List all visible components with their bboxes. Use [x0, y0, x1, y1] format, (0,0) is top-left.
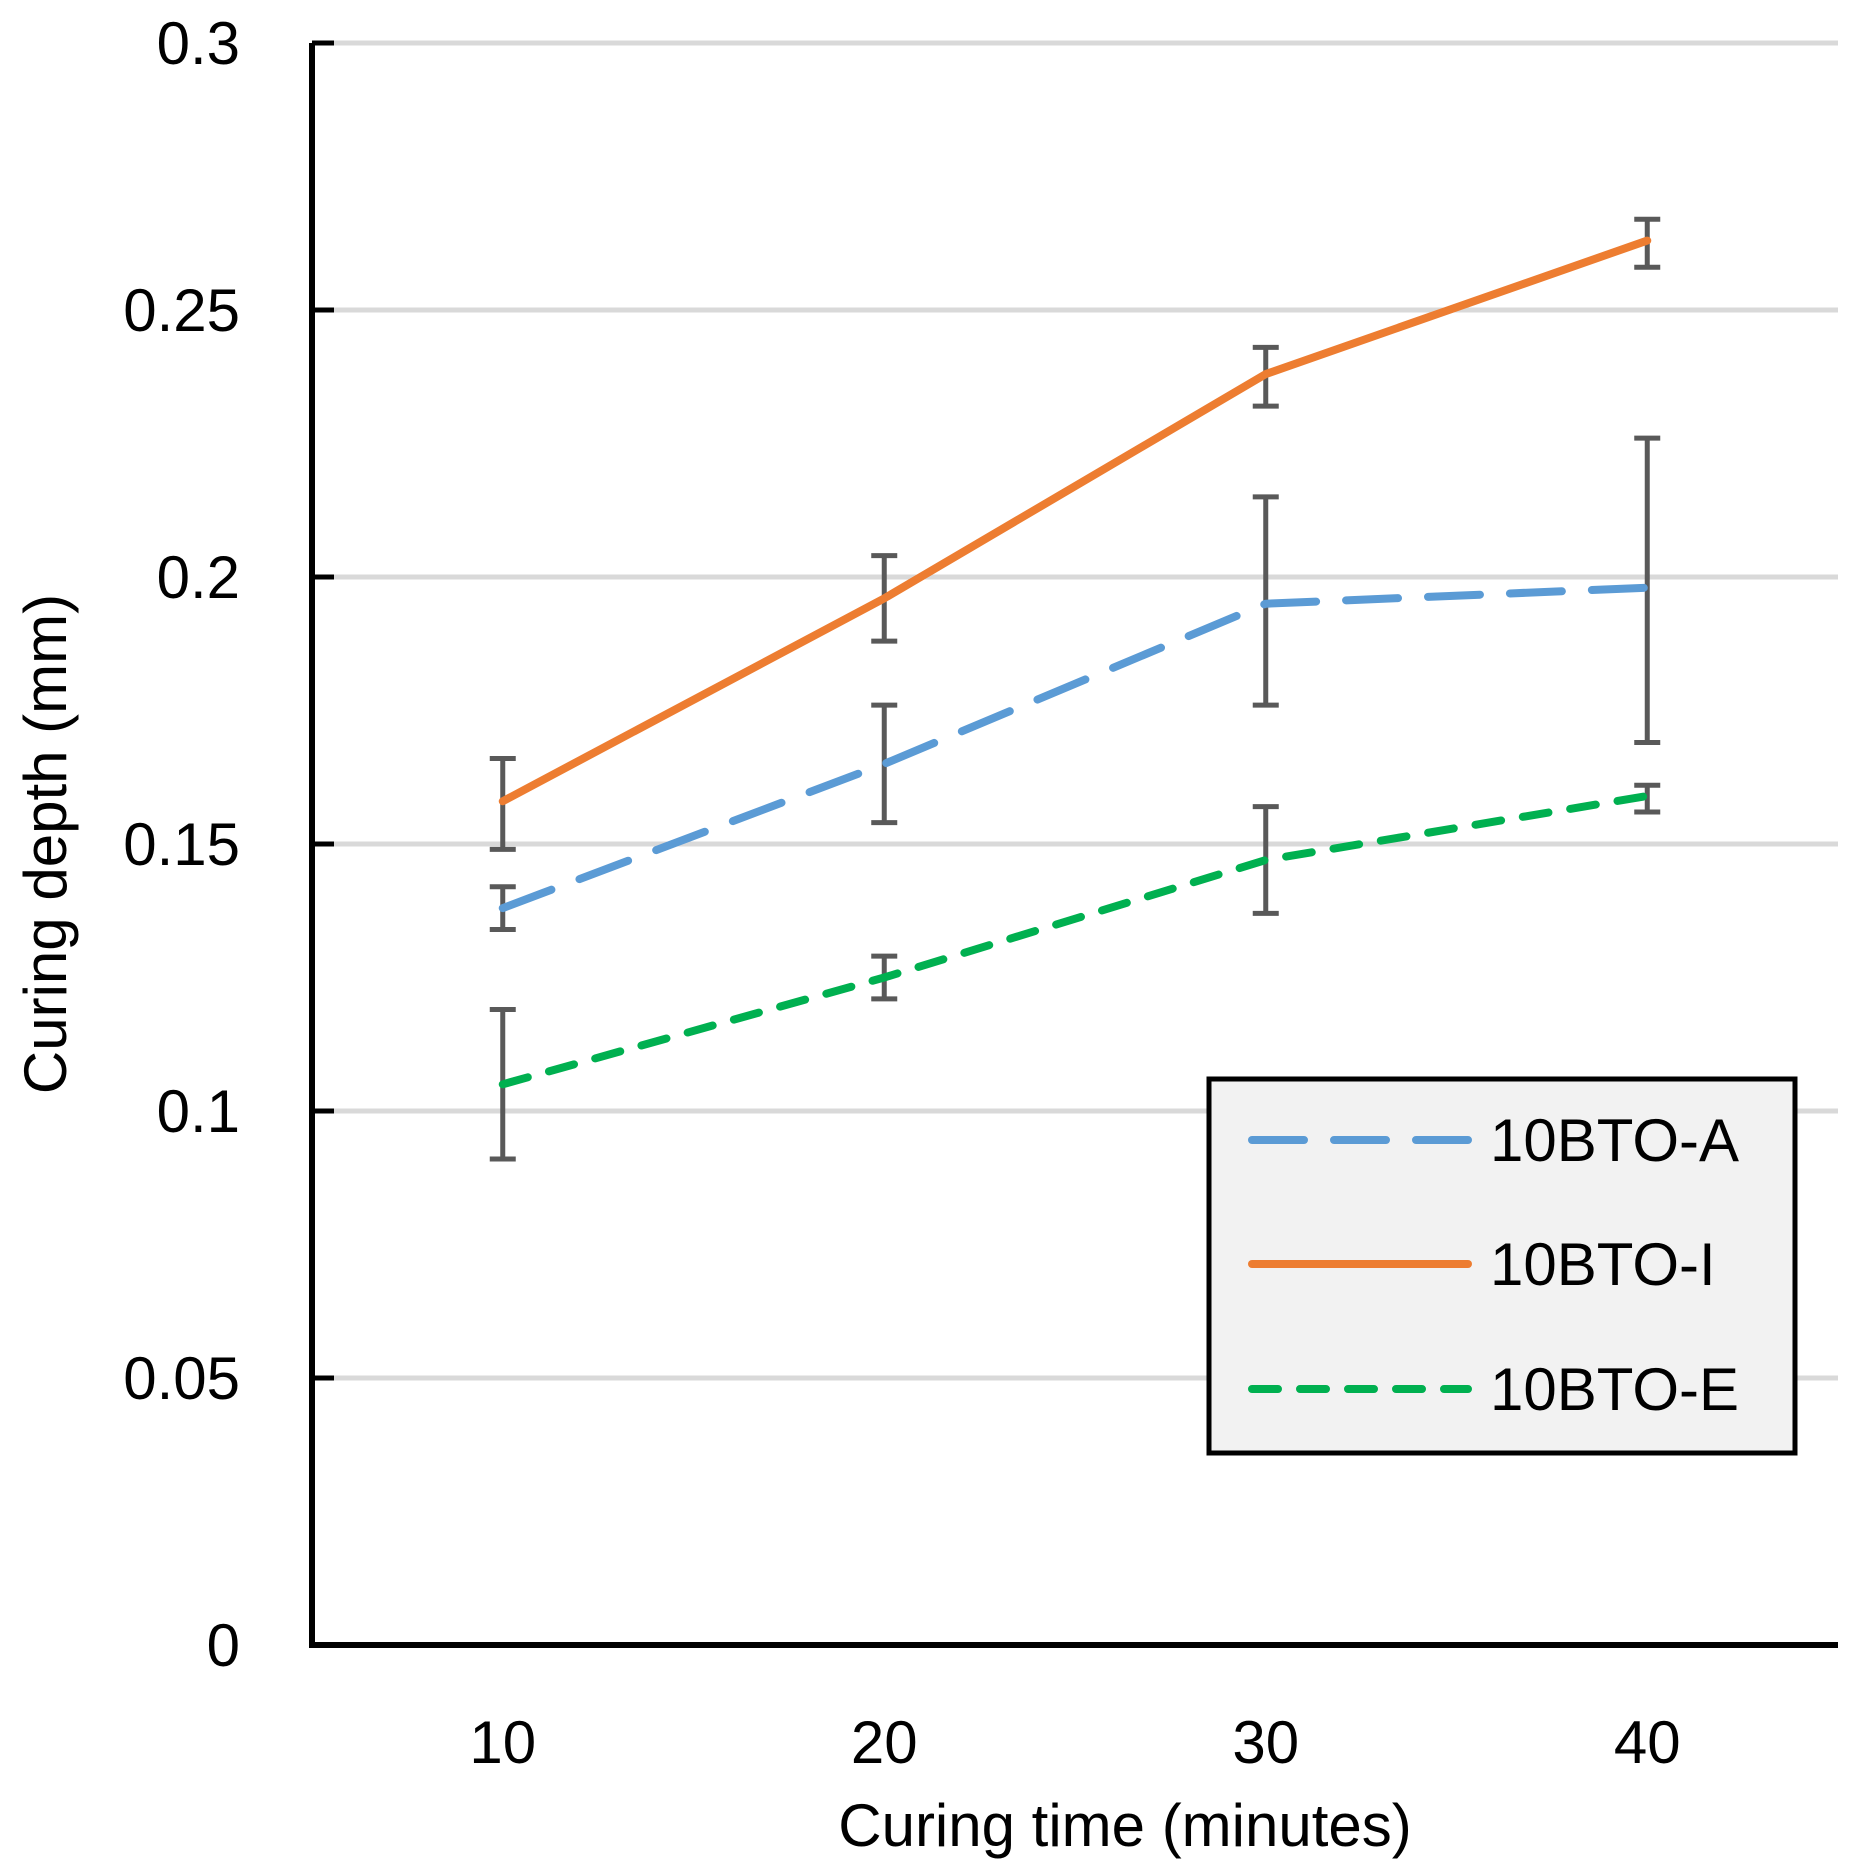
error-bar — [1634, 782, 1661, 815]
legend-label: 10BTO-E — [1490, 1356, 1739, 1423]
legend-item: 10BTO-A — [1248, 1107, 1739, 1174]
y-tick-label: 0.2 — [157, 544, 240, 611]
y-tick-label: 0.25 — [123, 277, 240, 344]
x-tick-label: 10 — [469, 1709, 536, 1776]
x-tick-label: 40 — [1614, 1709, 1681, 1776]
y-tick-label: 0.1 — [157, 1078, 240, 1145]
y-tick-label: 0.15 — [123, 811, 240, 878]
x-tick-label: 20 — [851, 1709, 918, 1776]
legend-label: 10BTO-I — [1490, 1231, 1716, 1298]
series-line-10BTO-E — [498, 791, 1652, 1089]
y-tick-label: 0.05 — [123, 1345, 240, 1412]
axes — [309, 40, 1838, 1648]
legend-label: 10BTO-A — [1490, 1107, 1739, 1174]
legend-item: 10BTO-I — [1248, 1231, 1716, 1298]
legend: 10BTO-A 10BTO-I 10BTO-E — [1206, 1076, 1798, 1456]
y-tick-label: 0 — [207, 1612, 240, 1679]
y-tick-label: 0.3 — [157, 10, 240, 77]
legend-item: 10BTO-E — [1248, 1356, 1739, 1423]
error-bar — [1634, 435, 1661, 746]
error-bars — [489, 216, 1661, 1162]
series-line-10BTO-I — [498, 236, 1652, 806]
x-tick-label: 30 — [1232, 1709, 1299, 1776]
series-lines — [498, 236, 1652, 1089]
y-axis-title: Curing depth (mm) — [12, 594, 79, 1094]
tick-labels: 0 0.05 0.1 0.15 0.2 0.25 0.3 10 20 30 40 — [123, 10, 1680, 1776]
x-axis-title: Curing time (minutes) — [838, 1792, 1412, 1859]
series-line-10BTO-A — [498, 583, 1652, 913]
